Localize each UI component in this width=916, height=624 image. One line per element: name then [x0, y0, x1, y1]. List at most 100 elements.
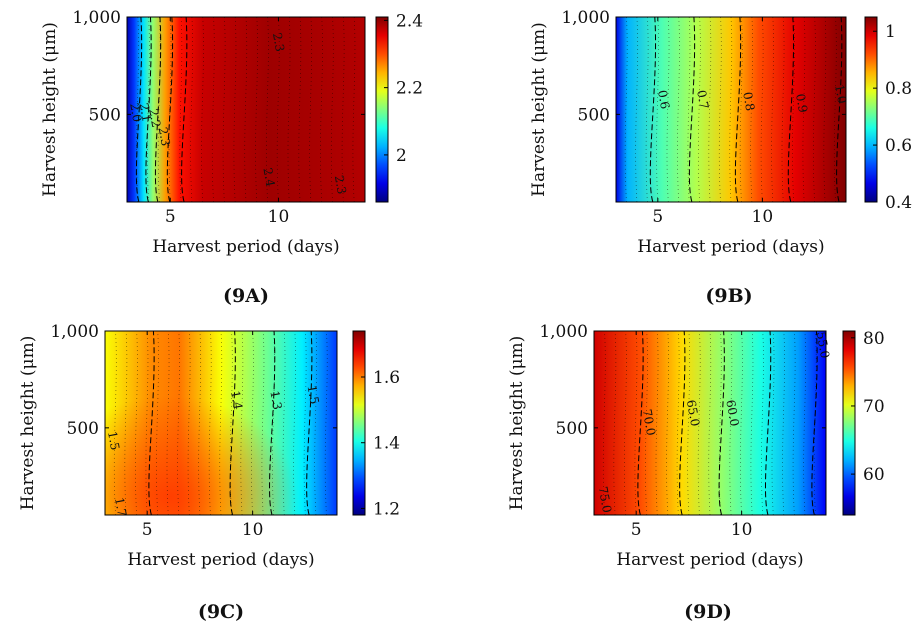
dotted-contour [261, 330, 265, 516]
colorbar-tick-label: 1.6 [373, 368, 400, 388]
dashed-contour [135, 16, 143, 203]
colorbar-tick-label: 2.2 [396, 79, 423, 99]
y-tick-label: 1,000 [50, 322, 99, 342]
dashed-contour [269, 330, 276, 516]
dotted-contour [145, 330, 149, 516]
y-tick-label: 1,000 [72, 8, 121, 28]
contour-label: 2.1 [137, 102, 154, 123]
x-axis-label: Harvest period (days) [127, 550, 314, 570]
colorbar [352, 330, 366, 516]
colorbar-tick-label: 70 [863, 397, 885, 417]
x-tick-label: 5 [142, 520, 153, 540]
dotted-contour [613, 330, 617, 516]
contour-label: 2.0 [127, 102, 144, 123]
dashed-contour [148, 330, 155, 516]
contour-label: 1.4 [228, 390, 245, 412]
contour-label: 0.8 [740, 91, 757, 112]
colorbar-tick-label: 2.4 [396, 11, 423, 31]
dotted-contour [645, 330, 648, 516]
dotted-contour [282, 330, 286, 516]
colorbar-tick-label: 80 [863, 329, 885, 349]
contour-label: 1.7 [112, 496, 129, 517]
dashed-contour [306, 330, 313, 516]
contour-label: 55.0 [814, 331, 832, 360]
plot-frame [593, 330, 827, 516]
colorbar-tick-label: 1 [885, 22, 896, 42]
dotted-contour [208, 330, 212, 516]
dotted-contour [177, 330, 180, 516]
dashed-contour [811, 330, 818, 516]
colorbar [864, 16, 878, 203]
dashed-contour [679, 330, 686, 516]
contour-label: 2.3 [332, 174, 349, 195]
dotted-contour [634, 330, 638, 516]
colorbar-tick-label: 2 [396, 146, 407, 166]
y-tick-label: 500 [67, 419, 99, 439]
dotted-contour [113, 330, 117, 516]
dotted-contour [687, 330, 691, 516]
contour-label: 2.3 [156, 126, 173, 147]
contour-label: 60.0 [723, 399, 741, 428]
panel-caption: (9D) [684, 601, 732, 623]
dashed-contour [718, 330, 725, 516]
x-axis-label: Harvest period (days) [152, 237, 339, 257]
x-axis-label: Harvest period (days) [616, 550, 803, 570]
dotted-contour [676, 330, 680, 516]
y-axis-label: Harvest height (μm) [529, 22, 549, 197]
x-tick-label: 5 [631, 520, 642, 540]
colorbar-tick-label: 0.8 [885, 79, 912, 99]
x-tick-label: 10 [268, 207, 290, 227]
dotted-contour [792, 330, 796, 516]
dotted-contour [803, 330, 807, 516]
dotted-contour [761, 330, 764, 516]
contour-label: 70.0 [640, 408, 658, 437]
dotted-contour [135, 330, 138, 516]
y-tick-label: 1,000 [561, 8, 610, 28]
colorbar-tick-label: 0.6 [885, 136, 912, 156]
dotted-contour [156, 330, 159, 516]
contour-label: 1.5 [305, 384, 322, 405]
dotted-contour [240, 330, 244, 516]
dashed-contour [154, 16, 162, 203]
panel-caption: (9B) [705, 285, 752, 307]
x-tick-label: 5 [652, 207, 663, 227]
dotted-contour [166, 330, 170, 516]
contour-label: 1.3 [267, 390, 284, 411]
contour-label: 2.3 [270, 32, 287, 53]
x-tick-label: 10 [752, 207, 774, 227]
colorbar-tick-label: 1.2 [373, 499, 400, 519]
colorbar-tick-label: 60 [863, 465, 885, 485]
dashed-contour [787, 16, 795, 203]
dotted-contour [198, 330, 202, 516]
panel-9d: 70.0 65.0 60.0 75.0 55.0 5 10 500 1,000 Harvest p… [507, 322, 885, 623]
x-tick-label: 5 [165, 207, 176, 227]
heatmap-surface [616, 17, 846, 202]
contour-label: 1.5 [105, 430, 122, 451]
contour-label: 0.7 [694, 89, 711, 110]
dashed-contour [229, 330, 236, 516]
x-tick-label: 10 [242, 520, 264, 540]
dashed-contour [734, 16, 742, 203]
dotted-contour [729, 330, 733, 516]
plot-frame [126, 16, 366, 203]
contour-label: 0.6 [655, 89, 672, 110]
colorbar-tick-label: 0.4 [885, 193, 912, 213]
panel-9c: 1.5 1.4 1.3 1.5 1.7 5 10 500 1,000 Harvest period… [18, 322, 400, 623]
y-axis-label: Harvest height (μm) [507, 336, 527, 511]
x-tick-label: 10 [731, 520, 753, 540]
dotted-contour [602, 330, 606, 516]
dashed-contour [764, 330, 772, 516]
dotted-contour [324, 330, 328, 516]
plot-frame [104, 330, 338, 516]
dotted-contour [219, 330, 223, 516]
dashed-contour [649, 16, 657, 203]
y-tick-label: 500 [578, 105, 610, 125]
panel-caption: (9C) [198, 601, 244, 623]
dotted-contour [697, 330, 701, 516]
contour-label: 65.0 [684, 399, 702, 428]
dotted-contour [771, 330, 775, 516]
plot-frame [615, 16, 847, 203]
panel-9b: 0.6 0.7 0.8 0.9 1.0 5 10 500 1,000 Harvest period… [529, 8, 912, 307]
dashed-contour [637, 330, 644, 516]
dashed-contour [181, 16, 188, 203]
